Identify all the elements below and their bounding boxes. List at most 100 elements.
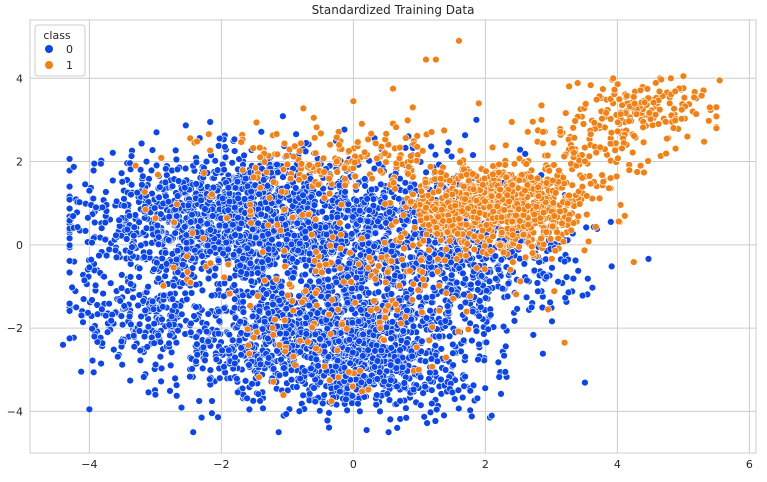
point-class-0 (237, 344, 245, 352)
point-class-0 (162, 260, 171, 268)
point-class-0 (296, 309, 304, 317)
point-class-0 (208, 291, 216, 300)
point-class-0 (97, 359, 105, 368)
point-class-0 (233, 375, 241, 383)
point-class-0 (101, 235, 109, 244)
point-class-0 (461, 372, 469, 381)
point-class-0 (293, 383, 301, 391)
point-class-0 (197, 413, 206, 422)
point-class-0 (214, 256, 223, 265)
point-class-0 (144, 283, 152, 291)
point-class-0 (375, 368, 384, 376)
point-class-0 (263, 205, 272, 213)
point-class-0 (192, 333, 200, 341)
point-class-0 (348, 392, 356, 400)
point-class-0 (529, 331, 537, 339)
point-class-0 (222, 238, 230, 247)
point-class-0 (229, 221, 237, 229)
point-class-0 (534, 287, 542, 295)
point-class-0 (584, 275, 592, 283)
point-class-0 (265, 354, 273, 362)
point-class-0 (394, 357, 402, 365)
point-class-0 (164, 198, 173, 206)
point-class-0 (334, 258, 343, 266)
point-class-0 (237, 268, 245, 276)
point-class-0 (292, 184, 300, 192)
point-class-0 (357, 306, 365, 314)
point-class-0 (172, 381, 181, 389)
point-class-0 (371, 229, 380, 237)
point-class-0 (361, 182, 369, 190)
point-class-0 (65, 195, 74, 204)
point-class-0 (259, 404, 267, 413)
point-class-0 (343, 299, 352, 307)
point-class-0 (105, 300, 113, 308)
point-class-0 (455, 404, 463, 413)
point-class-0 (445, 332, 454, 340)
point-class-0 (369, 195, 378, 203)
point-class-0 (411, 230, 419, 239)
point-class-0 (372, 401, 380, 409)
point-class-0 (231, 295, 239, 303)
point-class-0 (314, 362, 322, 370)
point-class-0 (101, 218, 110, 227)
point-class-0 (216, 134, 224, 143)
point-class-0 (494, 265, 503, 274)
point-class-0 (234, 214, 242, 222)
point-class-0 (295, 292, 303, 300)
point-class-0 (562, 273, 571, 281)
point-class-0 (451, 395, 459, 403)
point-class-0 (215, 142, 223, 150)
point-class-0 (359, 352, 367, 360)
point-class-0 (102, 188, 110, 196)
point-class-0 (177, 403, 186, 412)
point-class-0 (280, 364, 288, 372)
point-class-0 (530, 266, 539, 275)
point-class-0 (264, 309, 273, 317)
point-class-0 (143, 343, 151, 351)
point-class-0 (449, 361, 457, 369)
point-class-0 (359, 330, 367, 339)
point-class-0 (373, 391, 381, 399)
point-class-0 (461, 298, 470, 307)
point-class-0 (171, 374, 179, 383)
point-class-0 (65, 241, 74, 250)
point-class-0 (170, 282, 178, 290)
point-class-0 (201, 205, 209, 213)
point-class-0 (192, 158, 201, 167)
point-class-0 (187, 289, 196, 297)
point-class-0 (431, 417, 440, 425)
point-class-0 (588, 284, 597, 292)
point-class-0 (377, 180, 385, 189)
point-class-0 (260, 176, 268, 184)
point-class-0 (243, 244, 252, 252)
point-class-0 (403, 339, 411, 347)
point-class-0 (371, 347, 379, 355)
point-class-0 (513, 305, 521, 313)
point-class-0 (495, 373, 503, 381)
point-class-0 (644, 255, 653, 263)
point-class-0 (215, 307, 223, 315)
point-class-0 (299, 391, 307, 399)
point-class-0 (199, 364, 207, 373)
point-class-0 (469, 151, 477, 159)
point-class-0 (120, 202, 128, 210)
point-class-0 (231, 231, 239, 239)
point-class-0 (527, 303, 536, 311)
point-class-0 (377, 346, 385, 355)
point-class-0 (196, 217, 205, 225)
point-class-0 (510, 317, 519, 325)
point-class-0 (209, 183, 218, 192)
point-class-0 (427, 142, 435, 151)
point-class-0 (197, 196, 205, 205)
point-class-0 (492, 275, 500, 283)
point-class-1 (616, 201, 625, 209)
point-class-0 (477, 272, 486, 280)
point-class-0 (102, 251, 111, 260)
point-class-0 (188, 211, 196, 219)
point-class-0 (454, 386, 463, 394)
point-class-0 (311, 222, 320, 230)
point-class-0 (423, 419, 431, 427)
point-class-0 (396, 415, 404, 423)
point-class-0 (214, 413, 222, 421)
